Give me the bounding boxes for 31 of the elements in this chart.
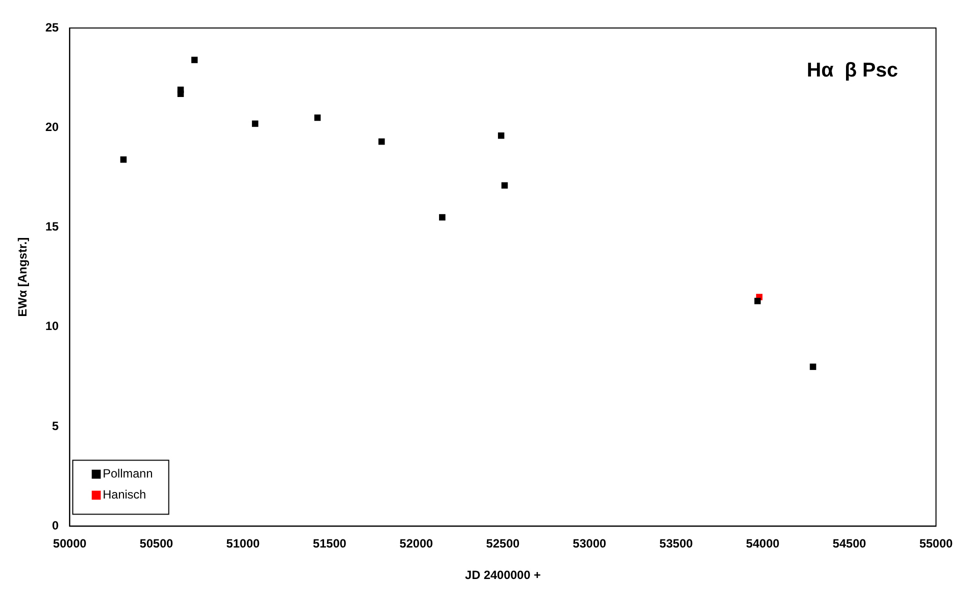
x-tick-label: 53000 (572, 536, 607, 551)
x-tick-label: 54000 (746, 536, 780, 551)
y-tick-label: 25 (45, 20, 60, 34)
x-tick-label: 52500 (486, 536, 520, 551)
x-tick-label: 54500 (832, 536, 866, 551)
y-tick-label: 20 (45, 120, 60, 134)
x-tick-label: 53500 (659, 536, 694, 551)
x-tick-label: 55000 (919, 536, 954, 551)
x-tick-label: 51000 (226, 536, 260, 551)
point (498, 132, 504, 139)
point (177, 90, 184, 97)
y-tick-label: 0 (52, 518, 60, 533)
point (314, 114, 321, 121)
x-tick-label: 51500 (312, 536, 347, 551)
point (439, 214, 446, 220)
x-tick-label: 52000 (400, 536, 434, 551)
x-tick-label: 50500 (140, 536, 174, 551)
y-tick-label: 15 (45, 220, 60, 234)
x-tick-label: 50000 (53, 536, 87, 551)
point (810, 364, 816, 370)
legend-label: Hanisch (102, 488, 146, 502)
point (252, 120, 258, 127)
point (501, 182, 508, 189)
point (378, 138, 385, 145)
legend-label: Pollmann (102, 466, 153, 481)
text: Hα β Psc (806, 60, 898, 82)
x-axis-title: JD 2400000 + (465, 568, 541, 582)
y-axis-title: EWα [Angstr.] (16, 237, 30, 317)
y-tick-label: 5 (52, 418, 60, 433)
y-tick-label: 10 (45, 319, 60, 334)
point (191, 56, 198, 64)
